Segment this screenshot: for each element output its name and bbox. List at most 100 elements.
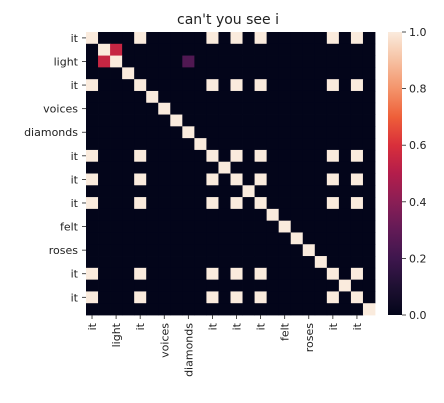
heatmap-cell xyxy=(110,126,123,139)
heatmap-cell xyxy=(326,185,340,198)
heatmap-cell xyxy=(266,185,280,198)
heatmap-cell xyxy=(362,79,376,92)
heatmap-cell xyxy=(266,256,280,269)
heatmap-cell xyxy=(194,303,207,316)
heatmap-cell xyxy=(134,114,147,127)
heatmap-cell xyxy=(254,185,268,198)
heatmap-cell xyxy=(194,267,207,281)
heatmap-cell xyxy=(326,232,340,245)
heatmap-cell xyxy=(110,303,123,316)
x-tick-label: diamonds xyxy=(182,323,195,377)
heatmap-cell xyxy=(278,114,292,127)
heatmap-cell xyxy=(218,126,231,139)
heatmap-cell xyxy=(362,220,376,233)
heatmap-cell xyxy=(254,303,268,316)
heatmap-cell xyxy=(326,55,340,68)
heatmap-cell xyxy=(362,267,376,281)
heatmap-cell xyxy=(242,279,255,292)
heatmap-cell xyxy=(290,220,304,233)
heatmap-cell xyxy=(86,303,99,316)
heatmap-cell xyxy=(194,279,207,292)
heatmap-cell xyxy=(338,43,352,56)
heatmap-cell xyxy=(290,232,304,245)
heatmap-cell xyxy=(350,291,364,304)
heatmap-cell xyxy=(314,102,328,115)
heatmap-cell xyxy=(158,291,171,304)
heatmap-cell xyxy=(326,114,340,127)
heatmap-cell xyxy=(338,197,352,210)
heatmap-cell xyxy=(338,67,352,80)
y-tick-label: diamonds xyxy=(24,126,78,139)
heatmap-cell xyxy=(110,267,123,281)
y-tick-label: it xyxy=(71,79,79,92)
heatmap-cell xyxy=(110,220,123,233)
heatmap-cell xyxy=(338,138,352,151)
heatmap-cell xyxy=(326,67,340,80)
heatmap-cell xyxy=(146,256,159,269)
heatmap-cell xyxy=(146,32,159,45)
heatmap-cell xyxy=(326,102,340,115)
heatmap-cell xyxy=(170,79,183,92)
heatmap-cell xyxy=(266,67,280,80)
heatmap-cell xyxy=(206,43,219,56)
heatmap-cell xyxy=(218,173,231,186)
heatmap-cell xyxy=(86,67,99,80)
heatmap-cell xyxy=(230,291,243,304)
heatmap-cell xyxy=(230,114,243,127)
heatmap-cell xyxy=(194,232,207,245)
heatmap-cell xyxy=(134,291,147,304)
heatmap-cell xyxy=(206,208,219,222)
y-tick-label: voices xyxy=(43,103,78,116)
heatmap-cell xyxy=(326,267,340,281)
heatmap-cell xyxy=(110,138,123,151)
heatmap-cell xyxy=(218,197,231,210)
heatmap-cell xyxy=(242,197,255,210)
heatmap-cell xyxy=(206,126,219,139)
heatmap-cell xyxy=(146,43,159,56)
heatmap-cell xyxy=(290,173,304,186)
heatmap-cell xyxy=(230,244,243,257)
heatmap-cell xyxy=(302,232,316,245)
heatmap-cell xyxy=(326,32,340,45)
heatmap-cell xyxy=(290,197,304,210)
heatmap-cell xyxy=(362,244,376,257)
heatmap-cell xyxy=(86,267,99,281)
heatmap-cell xyxy=(254,55,268,68)
heatmap-cell xyxy=(362,126,376,139)
heatmap-cell xyxy=(278,208,292,222)
heatmap-cell xyxy=(218,267,231,281)
heatmap-cell xyxy=(350,232,364,245)
x-tick-label: it xyxy=(351,322,364,330)
heatmap-cell xyxy=(302,126,316,139)
heatmap-cell xyxy=(206,138,219,151)
heatmap-cell xyxy=(326,291,340,304)
heatmap-cell xyxy=(170,114,183,127)
heatmap-cell xyxy=(122,197,135,210)
heatmap-cell xyxy=(194,102,207,115)
heatmap-cell xyxy=(242,291,255,304)
heatmap-cell xyxy=(170,232,183,245)
heatmap-cell xyxy=(158,90,171,104)
heatmap-cell xyxy=(314,114,328,127)
heatmap-cell xyxy=(230,197,243,210)
y-tick-label: light xyxy=(54,55,79,68)
y-tick-label: it xyxy=(71,197,79,210)
heatmap-cell xyxy=(338,161,352,174)
heatmap-cell xyxy=(362,291,376,304)
heatmap-cell xyxy=(290,185,304,198)
heatmap-cell xyxy=(134,138,147,151)
heatmap-cell xyxy=(350,90,364,104)
heatmap-cell xyxy=(326,126,340,139)
heatmap-cell xyxy=(302,244,316,257)
heatmap-cell xyxy=(338,303,352,316)
heatmap-cell xyxy=(134,279,147,292)
heatmap-cell xyxy=(134,197,147,210)
heatmap-cell xyxy=(230,55,243,68)
heatmap-cell xyxy=(242,173,255,186)
heatmap-cell xyxy=(182,161,195,174)
heatmap-cell xyxy=(302,291,316,304)
heatmap-cell xyxy=(194,173,207,186)
heatmap-cell xyxy=(134,55,147,68)
heatmap-cell xyxy=(338,114,352,127)
heatmap-cell xyxy=(86,161,99,174)
